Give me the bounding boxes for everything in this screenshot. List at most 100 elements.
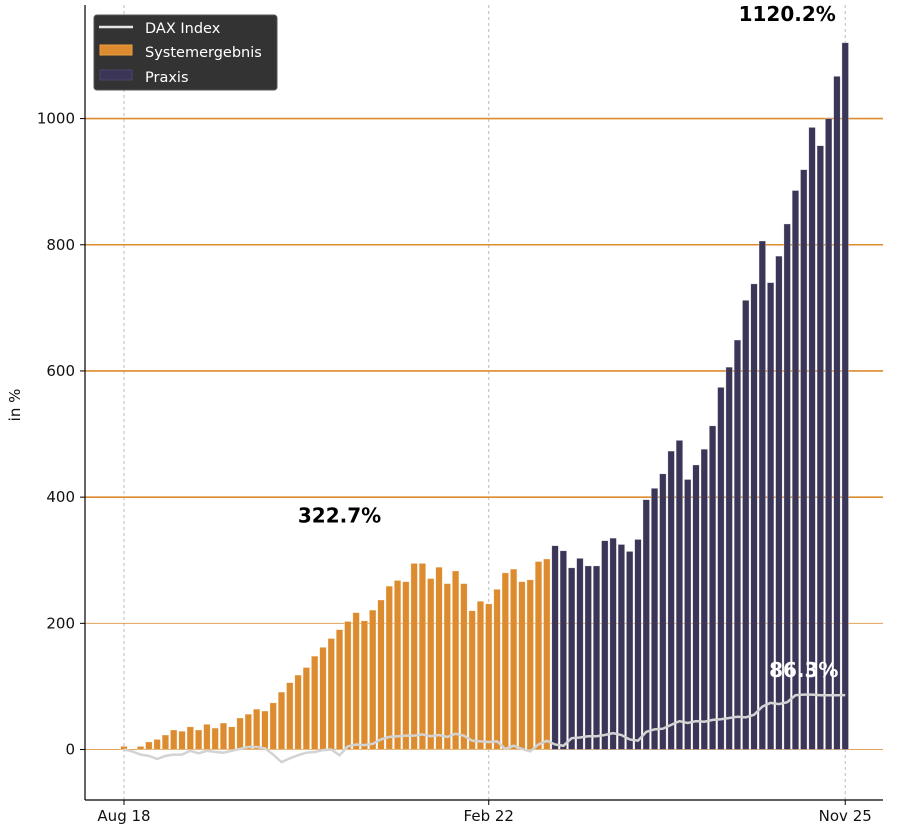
systemergebnis-bar — [311, 655, 319, 750]
legend-label-dax: DAX Index — [145, 21, 221, 37]
x-tick-label: Feb 22 — [464, 807, 514, 825]
y-tick-label: 0 — [65, 741, 75, 759]
praxis-bar — [609, 537, 617, 750]
praxis-bar — [592, 565, 601, 750]
praxis-bar — [675, 440, 684, 750]
axes: 0 200 400 600 800 1000 Aug 18 Feb 22 Nov 25 — [37, 5, 883, 825]
legend-label-praxis: Praxis — [145, 70, 189, 86]
praxis-bar — [659, 473, 667, 750]
systemergebnis-bar — [153, 739, 161, 750]
praxis-bar — [626, 551, 634, 750]
systemergebnis-bar — [418, 563, 427, 750]
y-axis-label: in % — [6, 389, 24, 422]
praxis-bar — [791, 190, 800, 750]
praxis-bar — [708, 425, 717, 750]
praxis-bar — [692, 464, 700, 750]
systemergebnis-bar — [510, 568, 518, 750]
systemergebnis-bar — [294, 674, 302, 750]
praxis-bar — [775, 255, 783, 750]
y-tick-label: 600 — [46, 362, 75, 380]
x-tick-label: Aug 18 — [97, 807, 150, 825]
y-tick-label: 400 — [46, 488, 75, 506]
praxis-bar — [750, 283, 758, 750]
praxis-bar — [667, 450, 675, 750]
systemergebnis-bar — [393, 580, 402, 750]
systemergebnis-bar — [360, 620, 369, 750]
dax-index-line — [123, 693, 846, 764]
systemergebnis-bar — [402, 581, 410, 750]
legend-box — [93, 14, 278, 91]
praxis-bar — [568, 567, 576, 750]
systemergebnis-bar — [534, 561, 543, 750]
praxis-bar — [559, 550, 567, 750]
systemergebnis-bar — [253, 708, 261, 750]
praxis-bar — [833, 75, 841, 750]
praxis-bar — [783, 223, 791, 750]
systemergebnis-bar — [526, 579, 534, 750]
praxis-bar — [758, 240, 766, 750]
systemergebnis-bar — [286, 682, 294, 750]
systemergebnis-bar — [261, 710, 269, 750]
dax-line-group — [123, 693, 846, 764]
systemergebnis-bar — [228, 726, 236, 750]
systemergebnis-bar — [170, 729, 178, 750]
praxis-bar — [684, 479, 692, 750]
praxis-bar — [767, 282, 775, 750]
y-tick-label: 1000 — [37, 110, 75, 128]
bars — [120, 42, 849, 750]
systemergebnis-bar — [501, 572, 509, 750]
annotation-label: 86.3% — [769, 658, 838, 682]
praxis-bar — [700, 448, 708, 750]
praxis-bar — [742, 299, 750, 750]
systemergebnis-bar — [319, 647, 327, 750]
systemergebnis-bar — [136, 746, 145, 750]
praxis-bar — [650, 488, 659, 750]
y-tick-label: 200 — [46, 614, 75, 632]
systemergebnis-bar — [178, 730, 186, 750]
systemergebnis-bar — [269, 702, 277, 750]
legend: DAX Index Systemergebnis Praxis — [93, 14, 278, 91]
systemergebnis-bar — [518, 581, 526, 750]
systemergebnis-bar — [277, 691, 286, 750]
systemergebnis-bar — [335, 629, 344, 750]
praxis-bar — [725, 366, 733, 750]
annotation-label: 1120.2% — [739, 2, 836, 26]
praxis-bar — [584, 565, 592, 750]
systemergebnis-bar — [352, 612, 360, 750]
systemergebnis-bar — [161, 734, 170, 750]
systemergebnis-bar — [219, 722, 228, 750]
y-tick-label: 800 — [46, 236, 75, 254]
systemergebnis-bar — [543, 558, 551, 750]
praxis-bar — [551, 545, 559, 750]
systemergebnis-bar — [410, 563, 418, 750]
legend-label-system: Systemergebnis — [145, 45, 262, 61]
praxis-bar — [634, 539, 642, 750]
systemergebnis-bar — [145, 741, 153, 750]
systemergebnis-bar — [203, 723, 211, 750]
systemergebnis-bar — [443, 583, 451, 750]
praxis-bar — [733, 339, 742, 750]
praxis-bar — [825, 118, 833, 750]
systemergebnis-bar — [369, 609, 377, 750]
systemergebnis-bar — [476, 600, 485, 750]
systemergebnis-bar — [236, 717, 244, 750]
legend-swatch-praxis — [99, 69, 133, 81]
systemergebnis-bar — [186, 726, 194, 750]
systemergebnis-bar — [460, 583, 468, 750]
systemergebnis-bar — [377, 599, 385, 750]
systemergebnis-bar — [435, 566, 443, 750]
systemergebnis-bar — [327, 638, 335, 750]
praxis-bar — [601, 540, 609, 750]
systemergebnis-bar — [344, 621, 352, 750]
systemergebnis-bar — [427, 578, 435, 750]
systemergebnis-bar — [493, 588, 501, 750]
annotation-label: 322.7% — [298, 503, 381, 527]
praxis-bar — [642, 499, 650, 750]
praxis-bar — [841, 42, 849, 750]
annotations: 322.7% 1120.2% 86.3% — [298, 2, 839, 682]
praxis-bar — [816, 145, 824, 750]
systemergebnis-bar — [468, 610, 476, 750]
systemergebnis-bar — [485, 603, 493, 750]
systemergebnis-bar — [211, 727, 219, 750]
